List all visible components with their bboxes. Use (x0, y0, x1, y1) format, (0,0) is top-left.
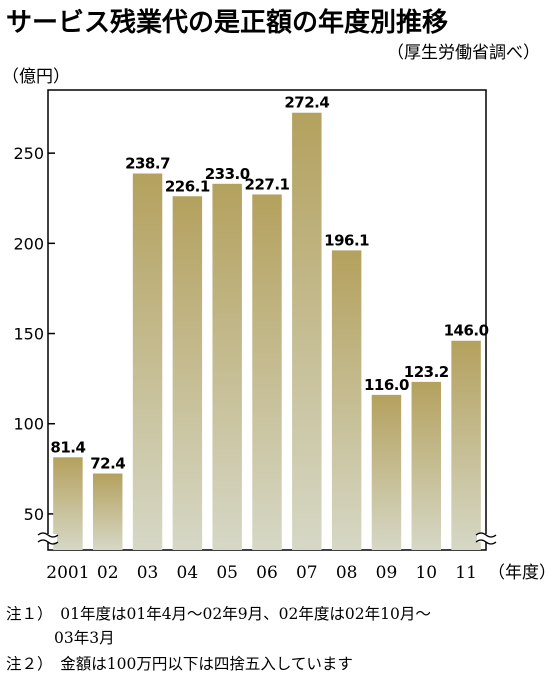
x-tick-label: 11 (455, 563, 477, 583)
note-2: 注２） 金額は100万円以下は四捨五入しています (6, 655, 353, 673)
bar-value-label: 116.0 (364, 376, 409, 394)
bar (53, 457, 83, 550)
bar (451, 340, 481, 550)
y-tick-label: 100 (13, 415, 44, 434)
y-tick-label: 50 (24, 505, 44, 524)
x-tick-label: 07 (296, 563, 318, 583)
bar-value-label: 238.7 (125, 155, 170, 173)
axis-break-mark (475, 539, 497, 545)
x-tick-label: 02 (97, 563, 119, 583)
bar-value-label: 196.1 (324, 231, 369, 249)
bar (292, 112, 322, 551)
axis-break-gap-left (39, 534, 57, 542)
bar (92, 473, 123, 550)
bar (132, 173, 163, 550)
bar-value-label: 123.2 (404, 363, 449, 381)
y-axis-label: （億円） (2, 67, 70, 87)
bar-value-label: 227.1 (245, 175, 290, 193)
y-tick-label: 200 (13, 234, 44, 253)
axis-break-gap-right (477, 534, 495, 542)
bar-value-label: 81.4 (50, 438, 85, 456)
bar (331, 250, 362, 550)
bar-value-label: 72.4 (90, 455, 125, 473)
y-tick-label: 250 (13, 144, 44, 163)
bar-value-label: 146.0 (444, 322, 489, 340)
axis-break-mark (37, 539, 59, 545)
x-tick-label: 05 (216, 563, 238, 583)
x-tick-label: 04 (177, 563, 199, 583)
axis-break-mark (37, 532, 59, 538)
chart-source: （厚生労働省調べ） (387, 43, 540, 63)
x-axis-label: （年度） (488, 563, 546, 583)
x-tick-label: 03 (137, 563, 159, 583)
bar (411, 381, 442, 550)
bar (371, 394, 402, 550)
x-tick-label: 09 (376, 563, 398, 583)
note-1: 注１） 01年度は01年4月～02年9月、02年度は02年10月～ (6, 605, 431, 623)
x-tick-label: 2001 (46, 563, 89, 583)
bar (252, 194, 282, 550)
bar (172, 196, 203, 550)
axis-break-mark (475, 532, 497, 538)
chart-title: サービス残業代の是正額の年度別推移 (6, 8, 449, 38)
note-1-continued: 03年3月 (54, 629, 115, 647)
x-tick-label: 10 (415, 563, 437, 583)
bar (212, 183, 242, 550)
x-tick-label: 06 (256, 563, 278, 583)
y-tick-label: 150 (13, 325, 44, 344)
x-tick-label: 08 (336, 563, 358, 583)
bar-chart: （億円） 50 100 150 200 250 81.4 2001 72.4 02 238.7 03… (2, 67, 546, 583)
bar-value-label: 233.0 (205, 165, 250, 183)
bar-value-label: 272.4 (284, 94, 329, 112)
bar-value-label: 226.1 (165, 177, 210, 195)
